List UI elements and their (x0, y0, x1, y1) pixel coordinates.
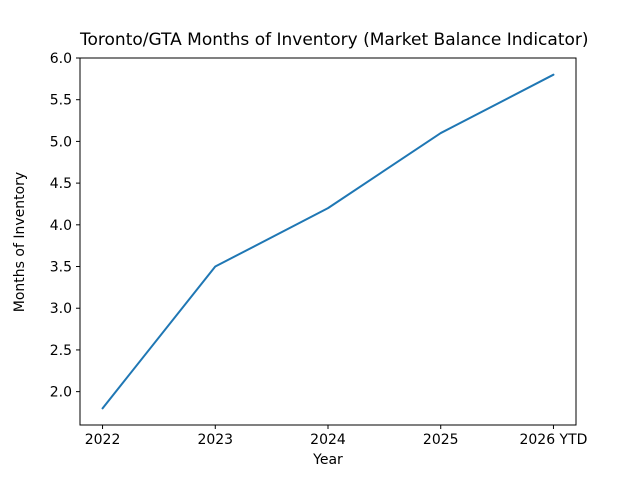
data-line (101, 73, 555, 410)
y-tick-label: 4.0 (50, 218, 72, 234)
y-tick-label: 3.5 (50, 260, 72, 276)
x-tick-label: 2026 YTD (519, 432, 587, 448)
plot-box (79, 57, 577, 426)
y-tick-label: 4.5 (50, 176, 72, 192)
x-tick-label: 2023 (197, 432, 233, 448)
x-axis-label: Year (313, 452, 343, 468)
y-tick-label: 5.0 (50, 134, 72, 150)
x-tick-label: 2025 (423, 432, 459, 448)
x-axis-ticks (102, 425, 554, 429)
y-tick-labels: 2.0 2.5 3.0 3.5 4.0 4.5 5.0 5.5 6.0 (50, 51, 72, 401)
x-tick-labels: 2022 2023 2024 2025 2026 YTD (85, 432, 588, 448)
y-tick-label: 6.0 (50, 51, 72, 67)
chart-title: Toronto/GTA Months of Inventory (Market … (80, 30, 589, 50)
y-tick-label: 5.5 (50, 93, 72, 109)
x-tick-label: 2022 (85, 432, 121, 448)
y-tick-label: 2.0 (50, 385, 72, 401)
x-tick-label: 2024 (310, 432, 346, 448)
y-tick-label: 2.5 (50, 343, 72, 359)
plot-area-border (79, 57, 577, 426)
y-tick-label: 3.0 (50, 301, 72, 317)
series-line (101, 73, 555, 410)
y-axis-ticks (76, 57, 80, 393)
